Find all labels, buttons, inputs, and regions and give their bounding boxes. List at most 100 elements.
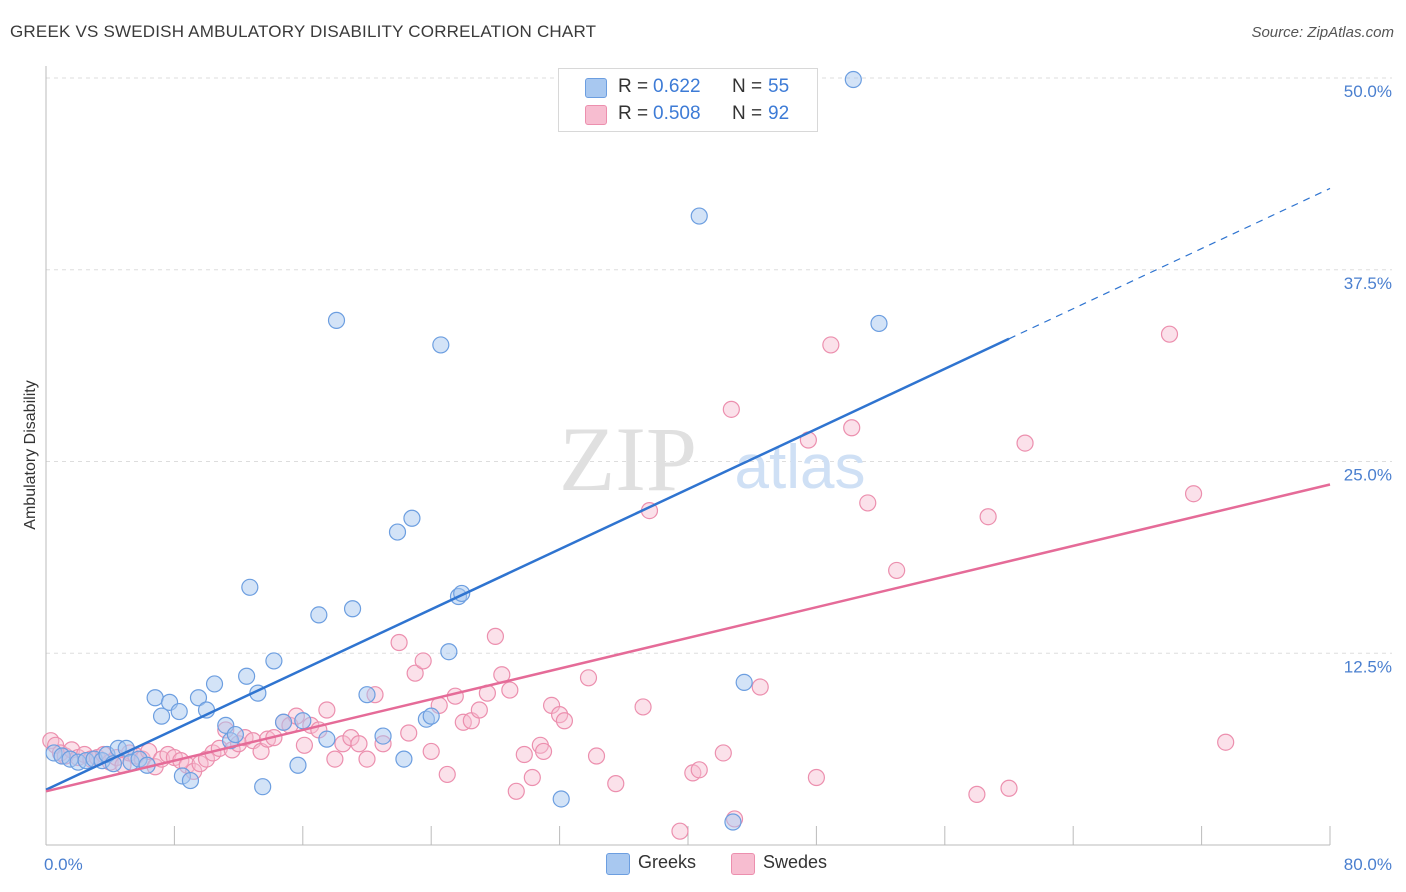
- legend-r-value: 0.622: [653, 76, 701, 97]
- legend-r-label: R =: [618, 76, 649, 97]
- swedes-point: [470, 701, 488, 719]
- legend-n-label: N =: [732, 103, 763, 124]
- greeks-point: [226, 725, 244, 744]
- source-label: Source: ZipAtlas.com: [1251, 24, 1394, 41]
- trend-lines: [45, 187, 1331, 793]
- greeks-point: [170, 702, 188, 721]
- greeks-point: [343, 600, 362, 618]
- greeks-swatch: [585, 78, 607, 98]
- greeks-point: [318, 730, 336, 748]
- greeks-point: [254, 778, 272, 796]
- swedes-point: [358, 750, 376, 768]
- y-axis-label: Ambulatory Disability: [22, 380, 39, 529]
- greeks-point: [294, 712, 312, 730]
- greeks-point: [265, 652, 283, 670]
- swedes-point: [690, 761, 708, 779]
- greeks-point: [432, 336, 450, 354]
- y-tick-label: 50.0%: [1344, 82, 1392, 101]
- y-tick-labels: 12.5% 25.0% 37.5% 50.0%: [1344, 82, 1392, 676]
- greeks-point: [205, 675, 224, 693]
- greeks-point: [146, 689, 164, 707]
- swedes-point: [888, 561, 906, 580]
- swedes-point: [326, 750, 344, 768]
- greeks-point: [327, 311, 346, 329]
- swedes-point: [414, 652, 432, 670]
- watermark: ZIP atlas: [559, 408, 865, 510]
- greeks-point: [274, 713, 293, 731]
- swedes-point: [523, 768, 541, 787]
- swedes-point: [438, 765, 456, 784]
- swedes-point: [555, 712, 574, 730]
- swedes-point: [1217, 733, 1235, 751]
- greeks-point: [152, 707, 171, 725]
- swedes-point: [979, 508, 997, 526]
- swedes-point: [607, 775, 625, 793]
- greeks-point: [181, 771, 200, 790]
- swedes-point: [318, 701, 336, 719]
- greeks-trend-line: [45, 337, 1010, 791]
- swedes-point: [515, 745, 533, 764]
- swedes-point: [722, 400, 740, 418]
- greeks-trend-extension: [1008, 187, 1331, 340]
- swedes-point: [350, 735, 368, 753]
- greeks-point: [189, 689, 208, 707]
- y-tick-label: 37.5%: [1344, 274, 1392, 293]
- x-tick-label-max: 80.0%: [1344, 855, 1392, 874]
- swedes-point: [714, 744, 732, 762]
- greeks-point: [844, 70, 862, 89]
- swedes-point: [295, 736, 314, 754]
- correlation-legend: R = 0.622 N = 55 R = 0.508 N = 92: [558, 68, 818, 132]
- swedes-point: [807, 768, 826, 787]
- greeks-point: [358, 686, 376, 704]
- swedes-point: [406, 664, 424, 682]
- swedes-point: [501, 681, 519, 699]
- greeks-point: [374, 727, 392, 745]
- swedes-swatch: [585, 105, 607, 125]
- swedes-point: [1184, 485, 1203, 503]
- greeks-point: [422, 707, 440, 725]
- swedes-point: [1160, 325, 1179, 343]
- swedes-swatch: [731, 853, 755, 875]
- swedes-point: [1016, 434, 1034, 452]
- axes: [45, 66, 1331, 846]
- swedes-point: [446, 687, 464, 705]
- greeks-point: [870, 314, 888, 333]
- greeks-legend-label: Greeks: [638, 852, 697, 872]
- greeks-point: [440, 643, 458, 661]
- swedes-trend-line: [45, 483, 1331, 793]
- y-tick-label: 25.0%: [1344, 466, 1392, 485]
- greeks-point: [238, 667, 256, 685]
- swedes-point: [507, 782, 525, 800]
- legend-r-label: R =: [618, 103, 649, 124]
- swedes-point: [843, 419, 861, 437]
- swedes-legend-label: Swedes: [763, 852, 828, 872]
- chart-title: GREEK VS SWEDISH AMBULATORY DISABILITY C…: [10, 22, 597, 41]
- greeks-point: [403, 509, 421, 527]
- swedes-point: [751, 678, 769, 696]
- y-tick-label: 12.5%: [1344, 657, 1392, 676]
- x-tick-label-min: 0.0%: [44, 855, 83, 874]
- watermark-zip: ZIP: [559, 408, 697, 510]
- swedes-point: [671, 822, 689, 840]
- legend-r-value: 0.508: [653, 103, 701, 124]
- swedes-point: [859, 494, 877, 512]
- greeks-point: [552, 790, 570, 808]
- greeks-point: [395, 750, 413, 768]
- watermark-atlas: atlas: [735, 433, 866, 502]
- swedes-point: [400, 724, 418, 742]
- swedes-point: [579, 669, 598, 687]
- legend-n-label: N =: [732, 76, 763, 97]
- swedes-point: [968, 785, 986, 803]
- greeks-point: [310, 606, 328, 624]
- swedes-point: [587, 747, 606, 765]
- greeks-point: [289, 756, 307, 774]
- swedes-point: [634, 698, 652, 716]
- greeks-point: [690, 207, 708, 225]
- greeks-swatch: [606, 853, 630, 875]
- swedes-point: [422, 742, 440, 761]
- greeks-point: [724, 813, 742, 831]
- greeks-point: [388, 523, 407, 541]
- gridlines: [46, 77, 1392, 654]
- swedes-point: [486, 627, 504, 645]
